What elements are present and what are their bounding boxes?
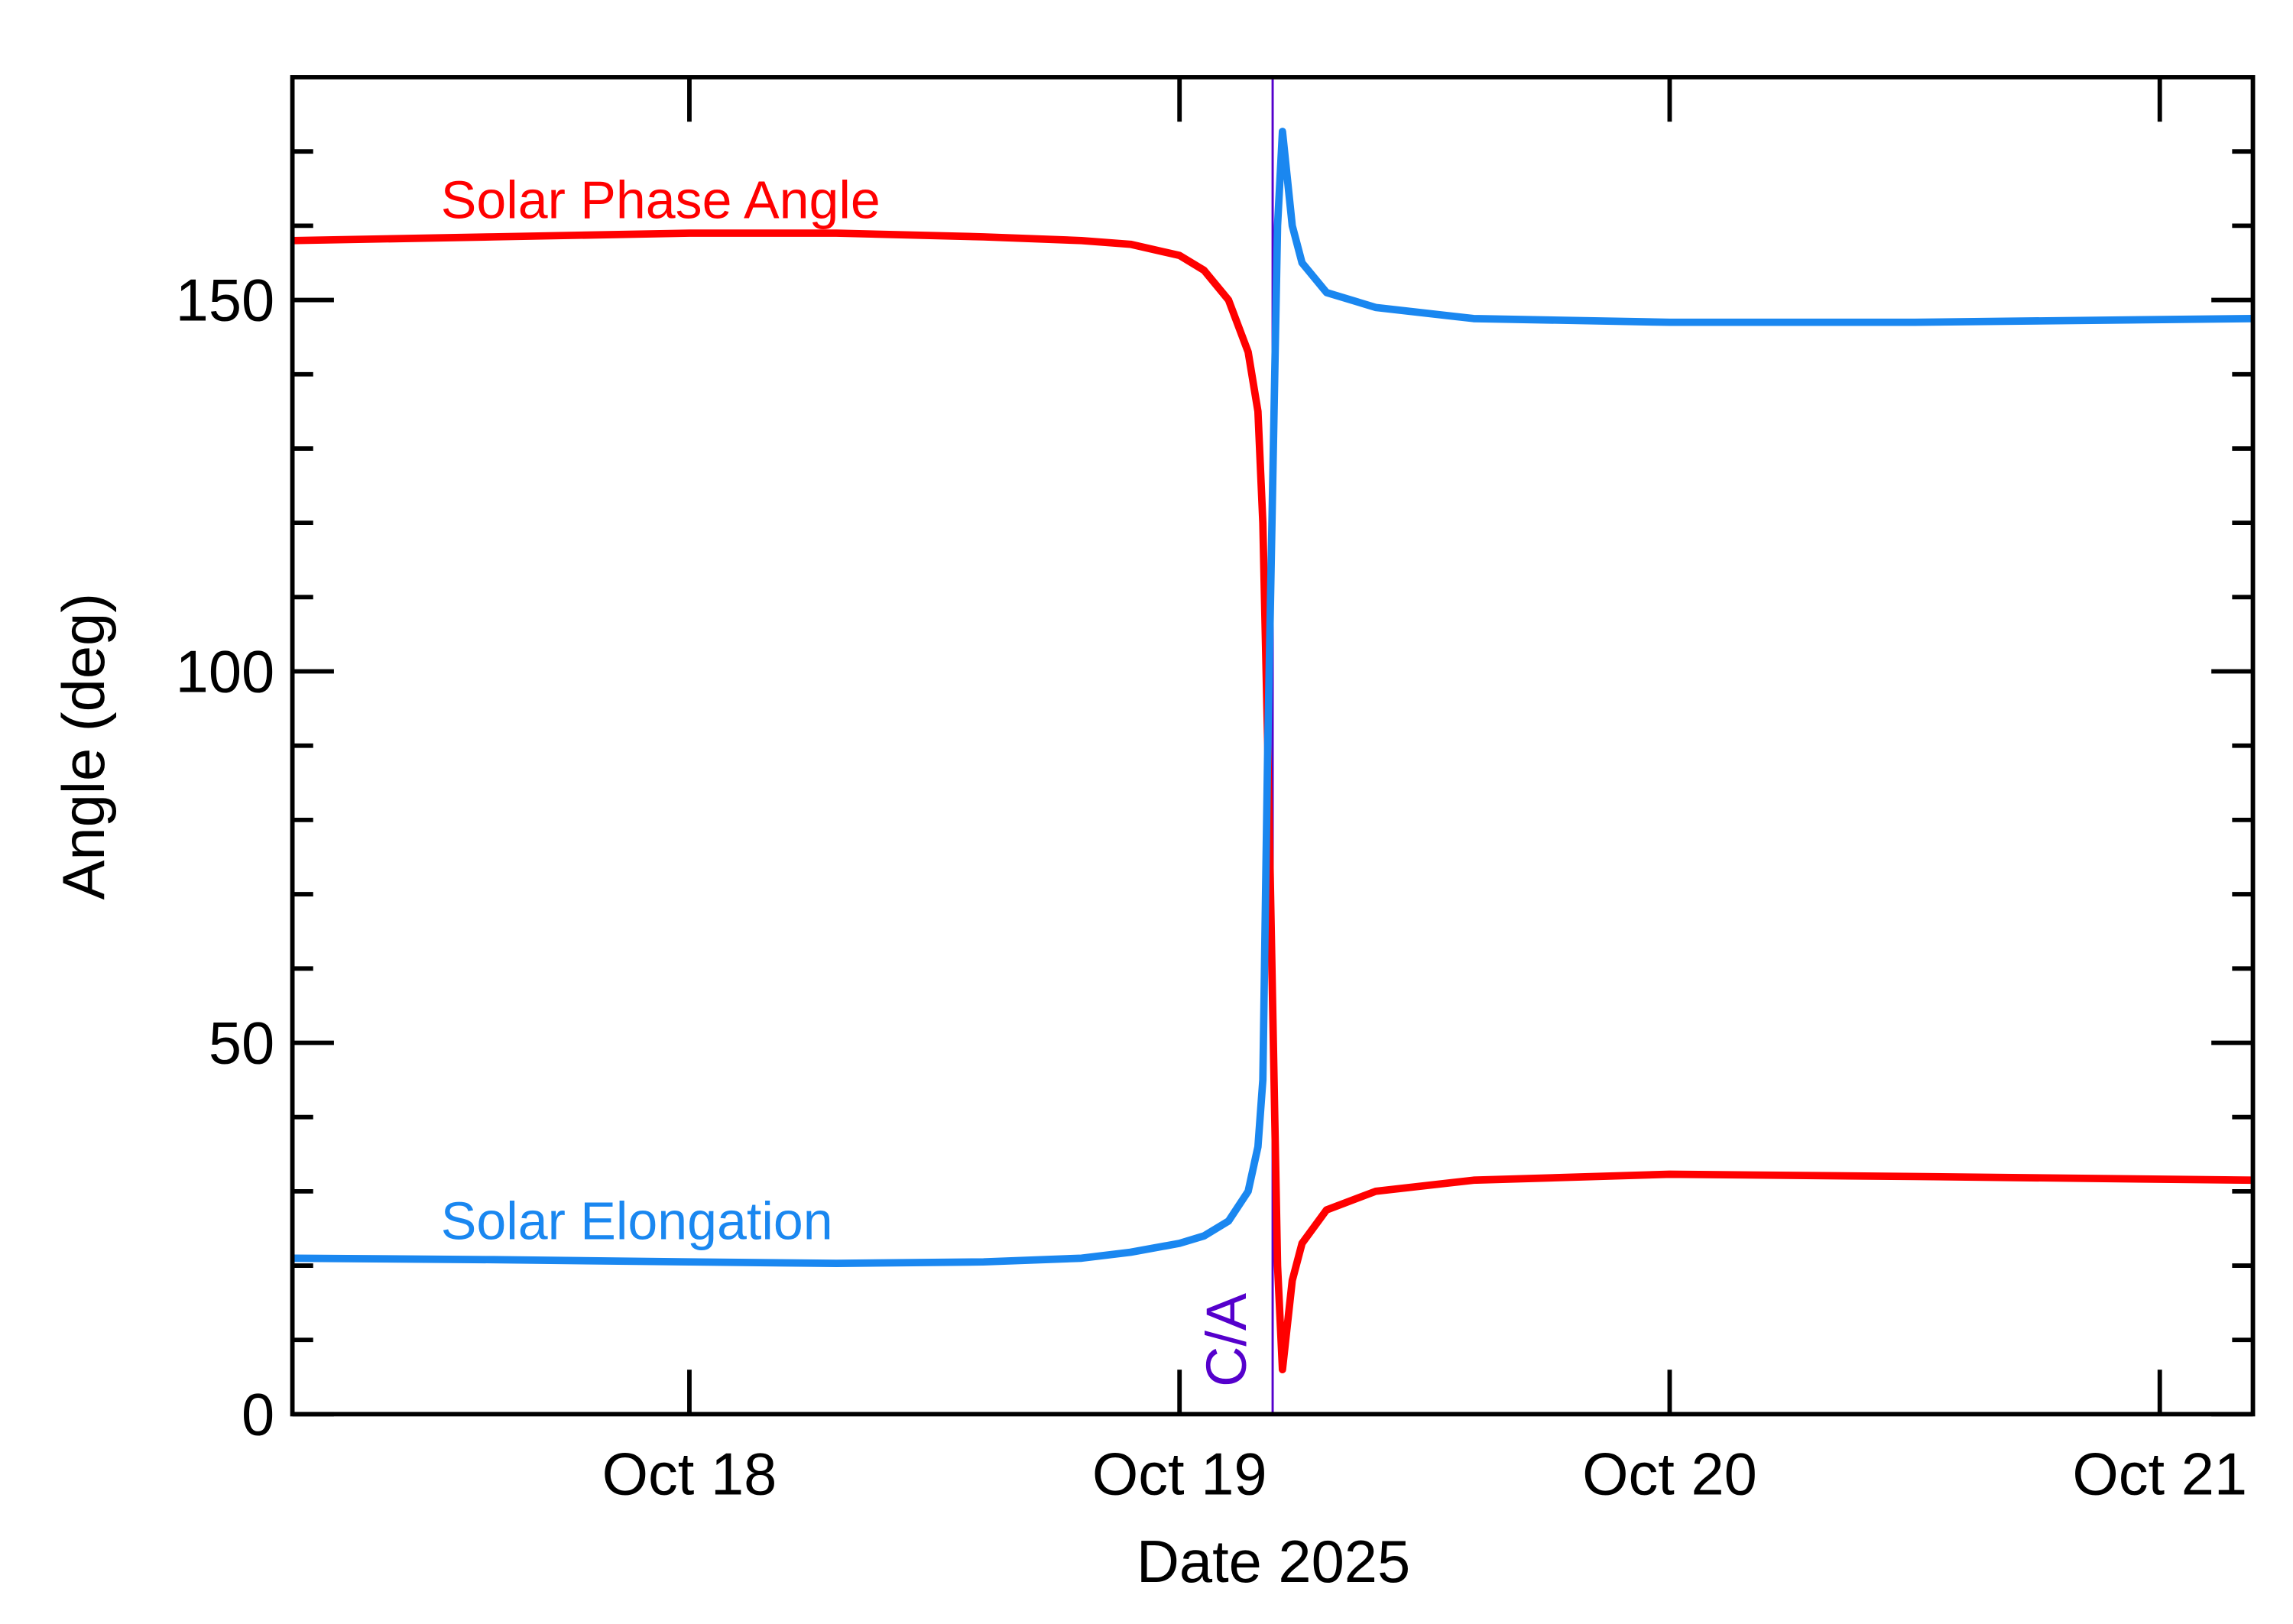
- x-tick-label: Oct 21: [2072, 1441, 2247, 1507]
- y-tick-label: 150: [176, 268, 275, 334]
- plot-frame: [290, 75, 2256, 1417]
- series-label: Solar Phase Angle: [441, 170, 881, 229]
- series-label: Solar Elongation: [441, 1191, 833, 1250]
- y-axis-title: Angle (deg): [51, 593, 117, 900]
- series-line: [292, 229, 2253, 1373]
- x-tick-label: Oct 18: [602, 1441, 777, 1507]
- y-tick-label: 50: [209, 1011, 274, 1077]
- y-tick-label: 100: [176, 640, 275, 705]
- x-axis-title: Date 2025: [1137, 1529, 1410, 1595]
- x-tick-label: Oct 20: [1582, 1441, 1757, 1507]
- x-tick-label: Oct 19: [1092, 1441, 1267, 1507]
- y-tick-label: 0: [242, 1383, 274, 1448]
- series-line: [292, 128, 2253, 1267]
- closest-approach-label: C/A: [1195, 1292, 1258, 1387]
